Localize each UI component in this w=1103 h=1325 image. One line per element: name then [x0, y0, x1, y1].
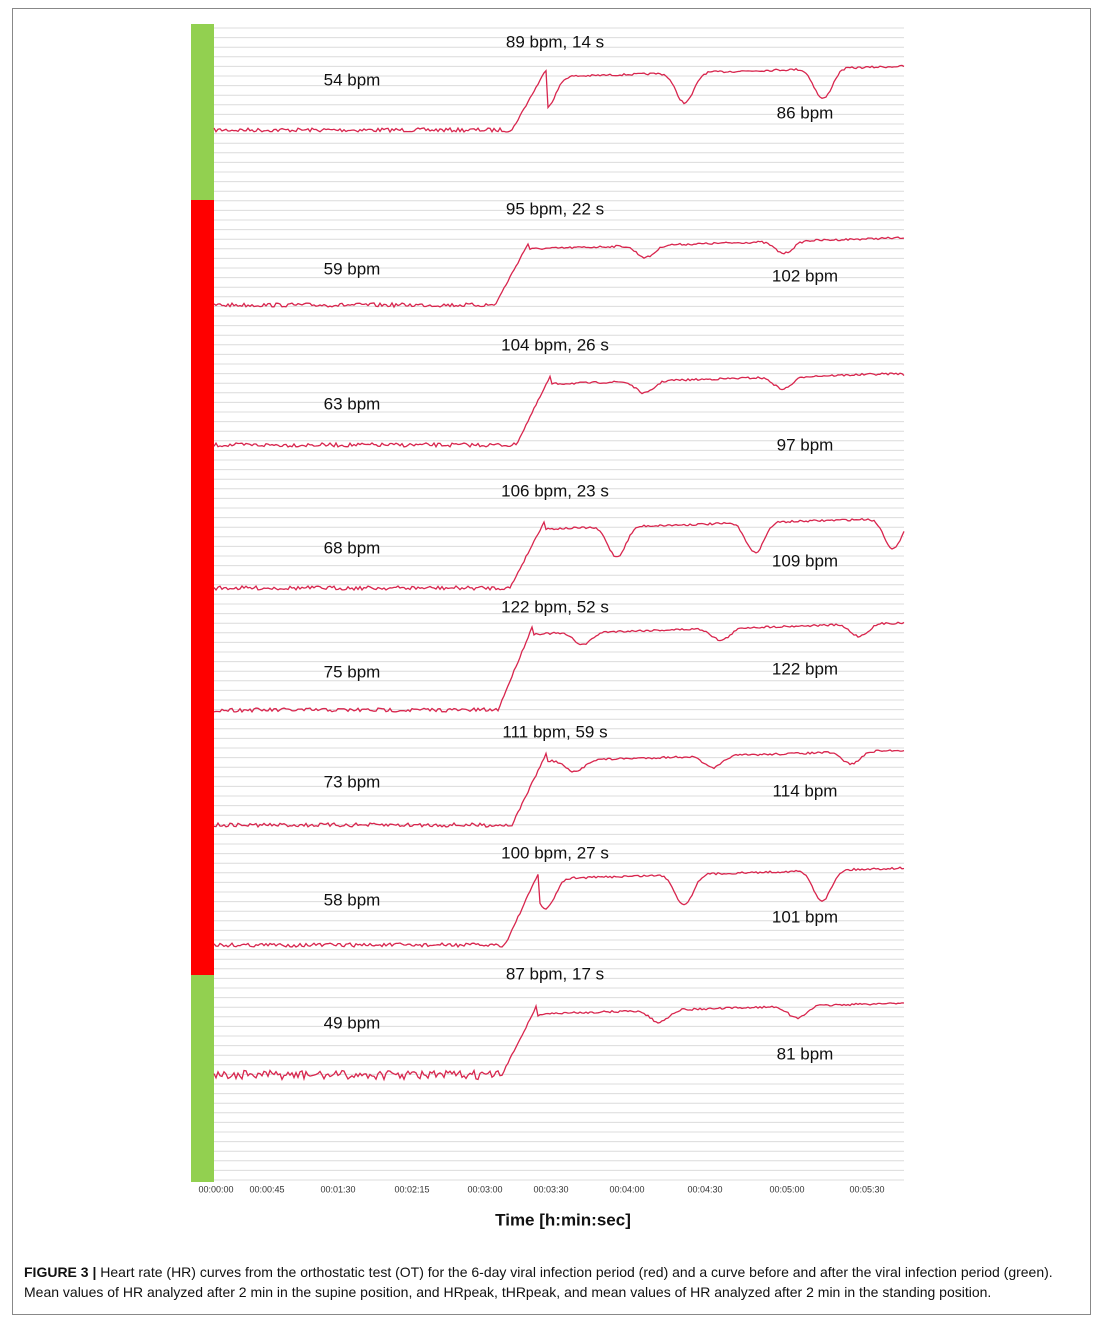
standing-label: 109 bpm	[772, 551, 838, 570]
standing-label: 114 bpm	[773, 781, 838, 800]
standing-label: 86 bpm	[777, 103, 834, 122]
peak-label: 122 bpm, 52 s	[501, 597, 609, 616]
supine-label: 68 bpm	[324, 538, 381, 557]
hr-curve	[213, 749, 905, 829]
hr-curve	[213, 1002, 905, 1082]
status-bar	[191, 200, 214, 330]
peak-label: 100 bpm, 27 s	[501, 843, 609, 862]
hr-curve	[213, 517, 905, 592]
supine-label: 59 bpm	[324, 259, 381, 278]
hr-curve	[213, 372, 905, 449]
x-tick-label: 00:03:00	[467, 1184, 502, 1194]
x-axis-title: Time [h:min:sec]	[495, 1210, 631, 1229]
caption-text: Heart rate (HR) curves from the orthosta…	[24, 1264, 1053, 1300]
peak-label: 104 bpm, 26 s	[501, 335, 609, 354]
supine-label: 63 bpm	[324, 394, 381, 413]
x-tick-label: 00:00:45	[249, 1184, 284, 1194]
x-tick-label: 00:03:30	[533, 1184, 568, 1194]
x-tick-label: 00:04:00	[609, 1184, 644, 1194]
status-bar	[191, 24, 214, 200]
standing-label: 81 bpm	[777, 1044, 834, 1063]
plot: 89 bpm, 14 s 54 bpm 86 bpm 95 bpm, 22 s 59 b…	[191, 24, 905, 1194]
standing-label: 101 bpm	[772, 907, 838, 926]
peak-label: 95 bpm, 22 s	[506, 199, 604, 218]
supine-label: 49 bpm	[324, 1013, 381, 1032]
supine-label: 54 bpm	[324, 70, 381, 89]
peak-label: 106 bpm, 23 s	[501, 481, 609, 500]
status-bar	[191, 330, 214, 478]
hr-curve	[213, 236, 905, 309]
supine-label: 75 bpm	[324, 662, 381, 681]
caption: FIGURE 3 | Heart rate (HR) curves from t…	[24, 1262, 1086, 1302]
caption-label: FIGURE 3 |	[24, 1264, 97, 1280]
status-bar	[191, 478, 214, 600]
status-bar	[191, 975, 214, 1182]
hr-curve	[213, 64, 905, 134]
x-tick-label: 00:05:30	[849, 1184, 884, 1194]
hr-curve	[213, 621, 905, 714]
x-tick-label: 00:00:00	[198, 1184, 233, 1194]
standing-label: 97 bpm	[777, 435, 834, 454]
figure-border	[12, 8, 1091, 1315]
status-bar	[191, 720, 214, 840]
hr-curve	[213, 866, 905, 949]
x-tick-label: 00:05:00	[769, 1184, 804, 1194]
supine-label: 58 bpm	[324, 890, 381, 909]
grid	[214, 27, 904, 1181]
supine-label: 73 bpm	[324, 772, 381, 791]
peak-label: 89 bpm, 14 s	[506, 32, 604, 51]
x-tick-label: 00:04:30	[687, 1184, 722, 1194]
status-bar	[191, 600, 214, 720]
status-bar	[191, 840, 214, 975]
standing-label: 102 bpm	[772, 266, 838, 285]
peak-label: 87 bpm, 17 s	[506, 964, 604, 983]
x-tick-label: 00:01:30	[320, 1184, 355, 1194]
standing-label: 122 bpm	[772, 659, 838, 678]
x-tick-label: 00:02:15	[394, 1184, 429, 1194]
peak-label: 111 bpm, 59 s	[502, 722, 607, 741]
